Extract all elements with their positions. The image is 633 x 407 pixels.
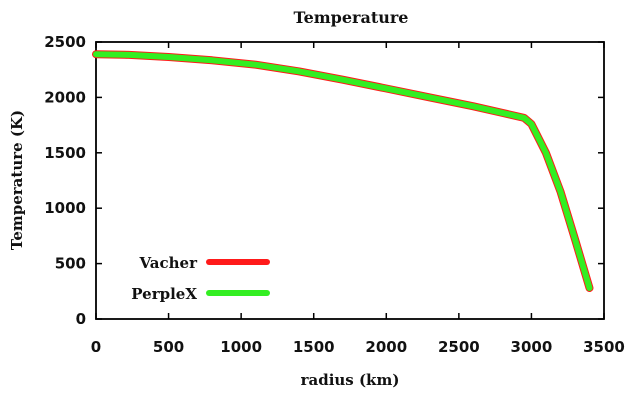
x-tick-label: 2000 [365,338,407,356]
x-tick-label: 3500 [583,338,625,356]
y-axis: 0 500 1000 1500 2000 2500 [44,33,604,328]
x-axis-label: radius (km) [301,371,400,389]
plot-area-frame [95,41,605,320]
y-tick-label: 2000 [44,88,86,106]
series-line-vacher [92,50,594,292]
x-tick-label: 1000 [220,338,262,356]
legend-label-perplex: PerpleX [131,285,197,303]
x-tick-label: 500 [153,338,184,356]
chart-title: Temperature [294,8,409,27]
y-tick-label: 2500 [44,33,86,51]
x-axis: 0 500 1000 1500 2000 2500 3000 3500 [91,42,625,356]
y-tick-label: 1000 [44,199,86,217]
x-tick-label: 2500 [438,338,480,356]
y-axis-label: Temperature (K) [8,110,26,250]
series-layer [92,50,594,292]
y-tick-label: 500 [55,255,86,273]
x-tick-label: 1500 [293,338,335,356]
legend-label-vacher: Vacher [139,254,199,272]
series-line-perplex [93,51,593,291]
legend: Vacher PerpleX [131,254,270,303]
x-tick-label: 0 [91,338,101,356]
y-tick-label: 1500 [44,144,86,162]
y-tick-label: 0 [76,310,86,328]
x-tick-label: 3000 [511,338,553,356]
